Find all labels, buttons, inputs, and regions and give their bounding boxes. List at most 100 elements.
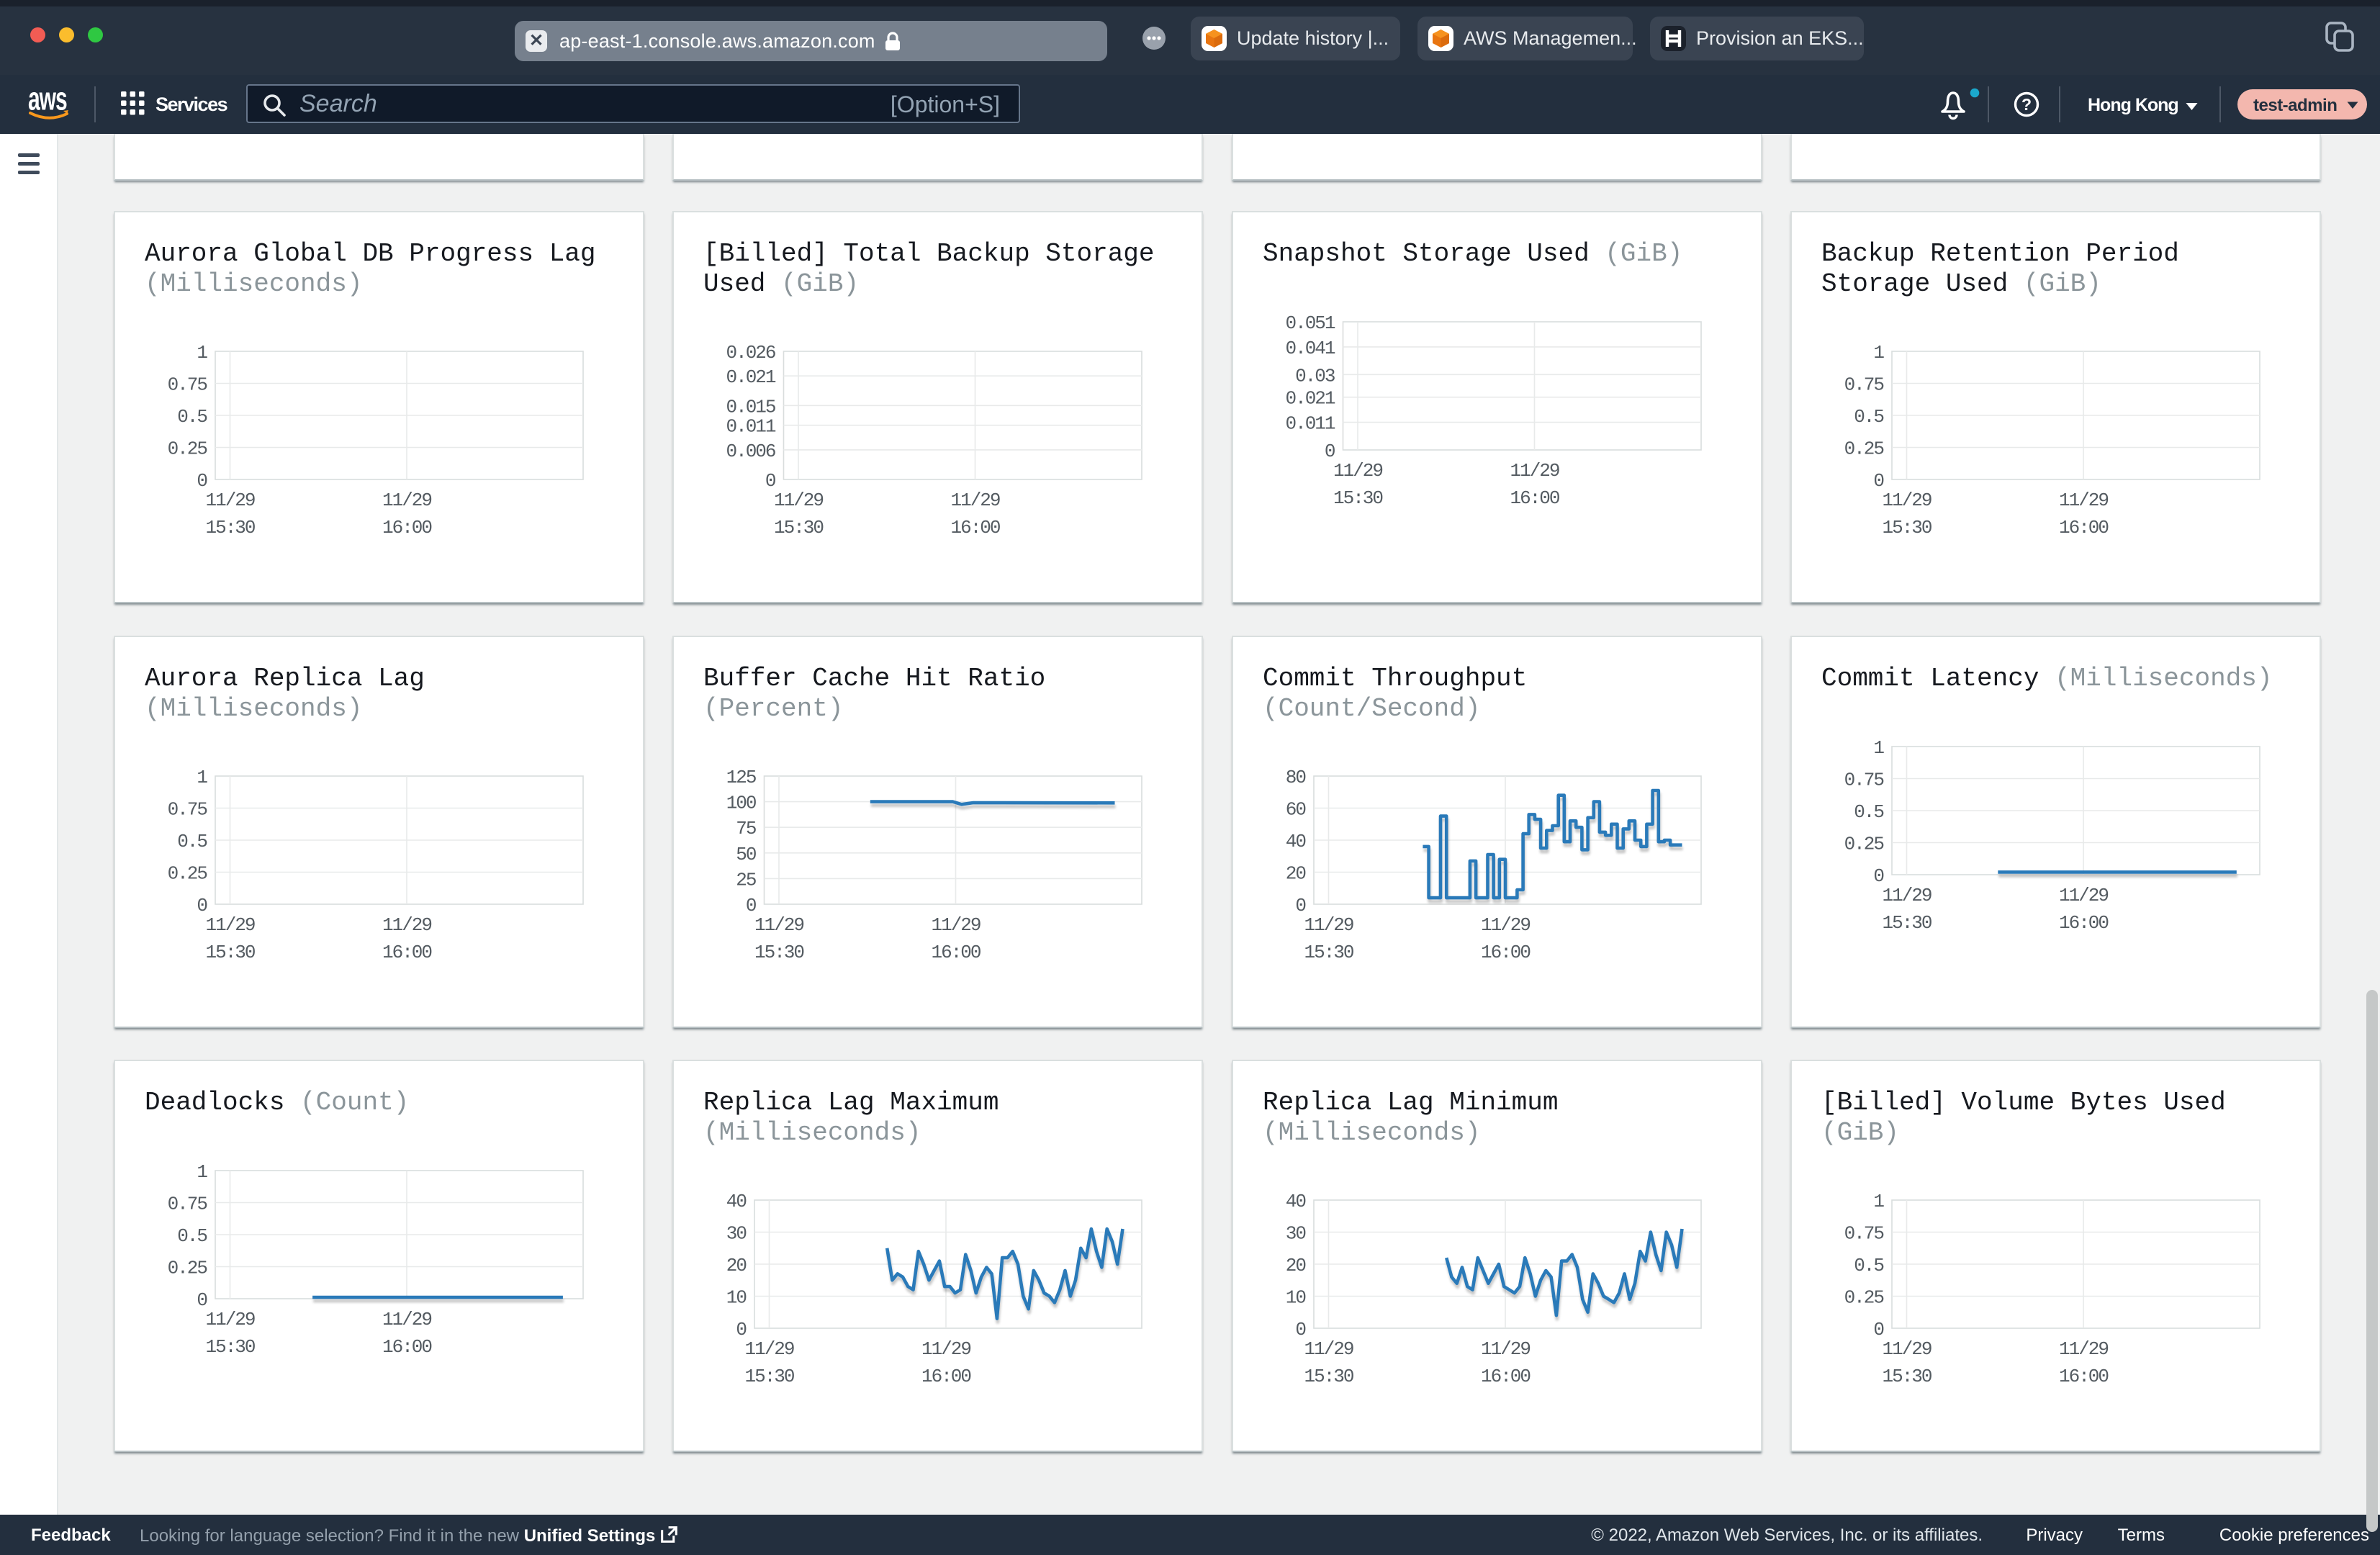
svg-text:0: 0 — [1325, 441, 1335, 462]
svg-text:0: 0 — [765, 470, 775, 492]
svg-text:15:30: 15:30 — [754, 942, 803, 963]
svg-text:0.25: 0.25 — [168, 1258, 207, 1279]
svg-text:20: 20 — [1286, 863, 1306, 885]
svg-text:40: 40 — [726, 1191, 747, 1212]
svg-text:11/29: 11/29 — [1304, 1338, 1353, 1360]
svg-text:0: 0 — [197, 1289, 207, 1311]
svg-text:11/29: 11/29 — [2059, 490, 2108, 511]
svg-text:0.5: 0.5 — [1854, 1255, 1883, 1276]
svg-text:11/29: 11/29 — [2059, 1338, 2108, 1360]
svg-text:0: 0 — [197, 470, 207, 492]
svg-text:80: 80 — [1286, 767, 1306, 788]
svg-text:16:00: 16:00 — [2059, 517, 2108, 538]
svg-text:25: 25 — [736, 869, 756, 891]
svg-text:11/29: 11/29 — [205, 490, 254, 511]
svg-text:0.041: 0.041 — [1285, 338, 1335, 359]
svg-text:11/29: 11/29 — [2059, 885, 2108, 906]
svg-text:15:30: 15:30 — [205, 517, 254, 538]
svg-text:11/29: 11/29 — [1882, 885, 1931, 906]
svg-text:10: 10 — [726, 1287, 747, 1309]
svg-text:15:30: 15:30 — [205, 1336, 254, 1358]
svg-text:0.25: 0.25 — [1844, 834, 1884, 855]
svg-text:0.051: 0.051 — [1285, 312, 1335, 334]
svg-text:0.5: 0.5 — [1854, 801, 1883, 823]
svg-text:0.021: 0.021 — [726, 366, 775, 388]
svg-text:20: 20 — [726, 1255, 747, 1276]
svg-text:0.25: 0.25 — [168, 863, 207, 885]
svg-text:15:30: 15:30 — [744, 1366, 793, 1387]
svg-text:15:30: 15:30 — [1333, 487, 1382, 509]
svg-text:11/29: 11/29 — [382, 490, 431, 511]
svg-text:50: 50 — [736, 844, 756, 865]
svg-text:16:00: 16:00 — [382, 942, 431, 963]
svg-text:11/29: 11/29 — [1481, 1338, 1530, 1360]
svg-text:0: 0 — [1295, 1319, 1305, 1340]
svg-text:15:30: 15:30 — [1882, 912, 1931, 934]
svg-text:0.026: 0.026 — [726, 342, 775, 364]
svg-text:11/29: 11/29 — [950, 490, 999, 511]
svg-text:16:00: 16:00 — [921, 1366, 970, 1387]
svg-text:15:30: 15:30 — [774, 517, 823, 538]
svg-text:30: 30 — [1286, 1223, 1306, 1245]
svg-text:0.75: 0.75 — [1844, 374, 1884, 396]
svg-text:60: 60 — [1286, 799, 1306, 821]
svg-text:0: 0 — [1295, 895, 1305, 916]
svg-text:0.011: 0.011 — [726, 416, 775, 438]
svg-text:0.25: 0.25 — [1844, 1287, 1884, 1309]
svg-text:40: 40 — [1286, 831, 1306, 852]
svg-text:aws: aws — [28, 91, 67, 117]
svg-text:0.75: 0.75 — [168, 799, 207, 821]
svg-text:15:30: 15:30 — [1304, 942, 1353, 963]
svg-text:11/29: 11/29 — [1481, 914, 1530, 936]
svg-text:1: 1 — [1873, 1191, 1884, 1212]
svg-text:0: 0 — [736, 1319, 746, 1340]
svg-text:15:30: 15:30 — [1882, 1366, 1931, 1387]
svg-text:16:00: 16:00 — [382, 517, 431, 538]
svg-text:?: ? — [2021, 95, 2032, 114]
svg-text:20: 20 — [1286, 1255, 1306, 1276]
svg-text:11/29: 11/29 — [1882, 1338, 1931, 1360]
svg-text:0.03: 0.03 — [1295, 365, 1335, 387]
svg-text:0.75: 0.75 — [1844, 1223, 1884, 1245]
svg-text:125: 125 — [726, 767, 756, 788]
svg-text:0: 0 — [1873, 470, 1883, 492]
svg-text:0.006: 0.006 — [726, 441, 775, 462]
svg-text:11/29: 11/29 — [1510, 460, 1559, 482]
svg-text:11/29: 11/29 — [1882, 490, 1931, 511]
svg-text:0.015: 0.015 — [726, 396, 775, 418]
svg-text:11/29: 11/29 — [1333, 460, 1382, 482]
svg-text:11/29: 11/29 — [744, 1338, 793, 1360]
svg-text:0: 0 — [1873, 865, 1883, 887]
svg-text:15:30: 15:30 — [205, 942, 254, 963]
svg-text:16:00: 16:00 — [2059, 912, 2108, 934]
svg-text:1: 1 — [1873, 342, 1884, 364]
svg-text:0.5: 0.5 — [1854, 406, 1883, 428]
svg-text:11/29: 11/29 — [931, 914, 980, 936]
svg-text:75: 75 — [736, 818, 756, 839]
svg-text:11/29: 11/29 — [205, 914, 254, 936]
svg-text:11/29: 11/29 — [382, 1309, 431, 1330]
svg-text:16:00: 16:00 — [1510, 487, 1559, 509]
svg-text:1: 1 — [197, 1161, 207, 1183]
svg-text:0.25: 0.25 — [1844, 438, 1884, 460]
svg-text:15:30: 15:30 — [1304, 1366, 1353, 1387]
svg-text:11/29: 11/29 — [774, 490, 823, 511]
svg-text:30: 30 — [726, 1223, 747, 1245]
svg-text:1: 1 — [197, 767, 207, 788]
svg-text:0.75: 0.75 — [1844, 770, 1884, 791]
svg-text:0: 0 — [197, 895, 207, 916]
svg-text:100: 100 — [726, 793, 756, 814]
svg-text:11/29: 11/29 — [921, 1338, 970, 1360]
svg-text:0.75: 0.75 — [168, 1194, 207, 1215]
svg-text:16:00: 16:00 — [950, 517, 999, 538]
svg-text:10: 10 — [1286, 1287, 1306, 1309]
svg-text:1: 1 — [1873, 737, 1884, 759]
svg-text:11/29: 11/29 — [1304, 914, 1353, 936]
svg-text:0: 0 — [746, 895, 756, 916]
svg-text:0.011: 0.011 — [1285, 413, 1335, 435]
svg-text:0.5: 0.5 — [177, 406, 207, 428]
svg-text:0.021: 0.021 — [1285, 388, 1335, 410]
svg-text:0.5: 0.5 — [177, 831, 207, 852]
svg-text:16:00: 16:00 — [2059, 1366, 2108, 1387]
svg-text:0: 0 — [1873, 1319, 1883, 1340]
